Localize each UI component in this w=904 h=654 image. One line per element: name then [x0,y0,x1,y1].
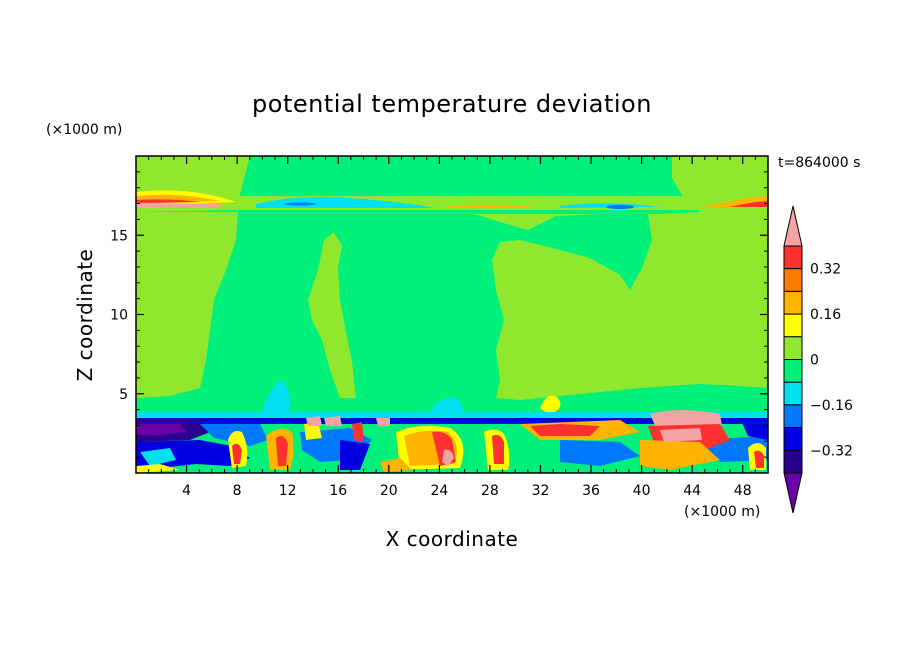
x-tick-label: 36 [582,483,600,499]
y-axis-label: Z coordinate [73,249,97,382]
x-tick-label: 48 [734,483,752,499]
contour-region-bl-right-blue [560,440,640,466]
y-tick-label: 5 [119,387,128,403]
colorbar-tick-label: 0.32 [810,262,841,278]
colorbar-segment [783,290,803,315]
x-tick-label: 8 [233,483,242,499]
x-tick-label: 40 [633,483,651,499]
colorbar-segment [783,381,803,406]
x-unit-label: (×1000 m) [684,504,760,520]
x-tick-label: 4 [182,483,191,499]
contour-blob-jet-blue [606,205,634,209]
chart-title: potential temperature deviation [252,90,652,118]
colorbar [783,205,803,514]
colorbar-min-arrow [783,472,803,514]
colorbar-tick-label: −0.32 [810,443,853,459]
contour-thermal-10-pink [650,410,722,428]
y-unit-label: (×1000 m) [46,122,122,138]
contour-band-jet-left-red [136,199,200,203]
contour-thermal-9-red [530,424,600,436]
y-axis-ticks: 5 10 15 [110,171,768,458]
contour-band-deep-blue [136,418,768,424]
contour-thermal-11-red [754,450,764,468]
colorbar-tick-label: 0 [810,353,819,369]
contour-field [136,156,768,473]
contour-blob-mid-yellow [540,395,561,414]
contour-blob-mid-cyan-2 [428,397,464,414]
contour-region-mid-plume [308,232,356,398]
colorbar-segment [783,359,803,383]
x-tick-label: 44 [683,483,701,499]
contour-thermal-10-orange [640,440,720,470]
colorbar-segment [783,427,803,451]
colorbar-segment [783,268,803,292]
x-tick-label: 28 [481,483,499,499]
contour-thermal-2-red [276,436,288,466]
contour-blob-jet-blue-2 [284,202,316,206]
colorbar-ticks: −0.32 −0.16 0 0.16 0.32 [810,262,853,460]
x-tick-label: 16 [329,483,347,499]
colorbar-segment [783,404,803,429]
contour-thermal-7-pink [442,449,454,466]
contour-region-bl-right-blue-3 [740,418,768,440]
y-tick-label: 10 [110,308,128,324]
contour-thermal-10-pink-2 [660,428,702,442]
x-tick-label: 20 [380,483,398,499]
contour-region-bl-bottom-orange [380,458,412,472]
contour-band-jet [136,196,768,210]
x-axis-label: X coordinate [386,527,519,551]
contour-blob-mid-cyan [262,380,291,414]
contour-band-jet-left-pink [136,203,220,208]
contour-thermal-5-red [352,422,364,442]
contour-thermal-6-pink [376,418,390,426]
y-tick-label: 15 [110,228,128,244]
x-tick-label: 24 [430,483,448,499]
contour-band-jet-mid-orange [446,205,540,207]
colorbar-segment [783,449,803,474]
contour-region-bl-cyan-1 [140,448,176,466]
contour-band-cap [136,412,768,420]
contour-region-right-plume [474,212,768,400]
colorbar-segment [783,336,803,360]
colorbar-max-arrow [783,205,803,247]
contour-region-bl-left-purple-2 [136,424,186,436]
contour-thermal-8-red [492,434,504,464]
contour-thermal-4-pink-2 [324,416,342,426]
contour-region-bl-mid-blue-2 [340,440,370,470]
colorbar-tick-label: −0.16 [810,398,853,414]
contour-region-bl-bottom-yellow [136,464,180,473]
colorbar-segment [783,313,803,338]
x-tick-label: 12 [279,483,297,499]
x-tick-label: 32 [532,483,550,499]
contour-band-jet-right-red [730,201,768,207]
contour-thermal-1-red [232,443,242,464]
contour-thermal-4-pink [306,416,322,426]
contour-thermal-3-yellow [304,422,322,440]
contour-region-left-plume [136,212,238,398]
colorbar-tick-label: 0.16 [810,307,841,323]
time-label: t=864000 s [778,155,860,171]
x-axis-ticks: 4 8 12 16 20 24 28 32 36 40 44 48 [148,156,756,499]
colorbar-segment [783,245,803,270]
